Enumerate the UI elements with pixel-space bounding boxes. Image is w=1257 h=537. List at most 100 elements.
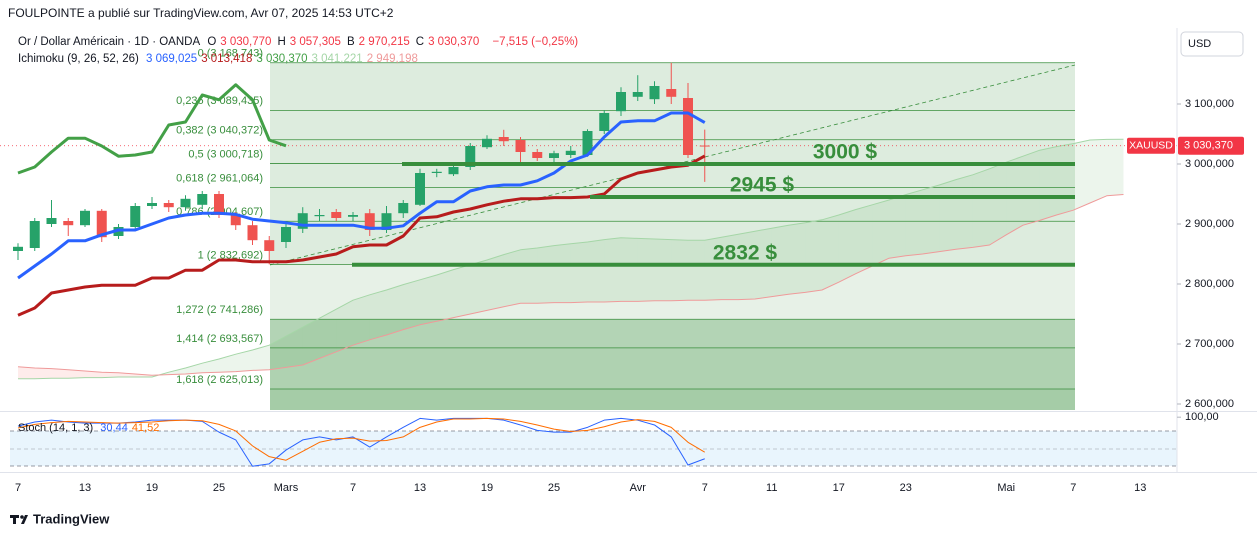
indicator-value: 3 041,221 [311,53,363,65]
candle-body [549,153,559,158]
cloud-fill [369,289,387,340]
x-tick-label: 7 [350,482,356,494]
candle-body [281,226,291,242]
candle-body [214,193,224,215]
candle-body [582,130,593,155]
fib-label: 0,618 (2 961,064) [176,172,263,184]
cloud-fill [972,168,990,248]
cloud-fill [889,194,906,259]
currency-label: USD [1188,38,1211,50]
fib-band [270,347,1075,389]
x-tick-label: Avr [630,482,647,494]
cloud-fill [487,254,504,311]
fib-label: 0,5 (3 000,718) [188,148,263,160]
cloud-fill [621,237,638,302]
candle-body [632,91,643,97]
cloud-fill [637,238,655,302]
cloud-fill [771,225,789,297]
candle-body [649,85,660,100]
price-tag-label: 3 030,370 [1184,140,1233,152]
candle-body [498,136,509,142]
fib-band [270,221,1075,265]
candle-body [448,166,459,175]
candle-body [331,211,342,218]
y-tick-label: 2 700,000 [1185,338,1234,350]
candle-body [415,172,425,205]
y-tick-label: 2 900,000 [1185,218,1234,230]
ohlc-value: 2 970,215 [358,36,410,48]
brand-logo [10,515,28,524]
cloud-fill [436,269,454,322]
cloud-fill [805,219,822,293]
cloud-fill [168,367,186,375]
ichimoku-line [17,111,706,280]
candle-body [130,205,141,227]
y-tick-label: 3 100,000 [1185,98,1234,110]
x-tick-label: 13 [1134,482,1146,494]
fib-label: 1,618 (2 625,013) [176,374,263,386]
stoch-band [10,431,1177,466]
indicator-value: 3 013,418 [201,53,253,65]
cloud-fill [939,179,956,252]
candle-body [163,202,174,208]
ohlc-value: 3 030,770 [220,36,272,48]
candle-body [482,138,492,148]
candle-body [264,240,275,251]
price-pane: 0 (3 168,743)0,236 (3 089,435)0,382 (3 0… [0,48,1177,410]
candle-body [381,213,392,230]
cloud-fill [604,237,621,302]
cloud-fill [34,367,52,379]
cloud-fill [721,234,739,300]
indicator-value: 2 949,198 [366,53,418,65]
x-tick-label: Mars [274,482,299,494]
stoch-legend: Stoch (14, 1, 3) 30,44 41,52 [18,421,167,435]
cloud-fill [554,243,571,303]
cloud-fill [989,162,1007,245]
cloud-fill [1106,139,1124,196]
cloud-fill [1090,139,1107,203]
x-tick-label: 17 [833,482,845,494]
stoch-value: 41,52 [131,422,160,434]
cloud-fill [1056,143,1074,215]
x-tick-label: 7 [15,482,21,494]
currency-button[interactable] [1180,31,1244,57]
cloud-fill [302,318,320,365]
candle-body [13,246,23,251]
cloud-fill [587,239,605,302]
cloud-fill [353,294,370,346]
level-label: 2945 $ [730,174,795,197]
candle-body [197,193,208,205]
cloud-fill [688,240,705,301]
stoch-line [17,417,706,461]
fib-label: 1,272 (2 741,286) [176,304,263,316]
candle-body [699,145,710,147]
ohlc-key: O [207,36,217,48]
candle-body [314,214,325,217]
fib-band [270,388,1075,410]
indicator-legend: Ichimoku (9, 26, 52, 26) 3 069,025 3 013,… [18,52,426,66]
fib-label: 1,414 (2 693,567) [176,333,263,345]
candle-body [532,151,543,158]
cloud-fill [420,274,437,325]
y-tick-label: 2 600,000 [1185,398,1234,410]
stoch-pane [10,417,1177,467]
x-tick-label: 25 [548,482,560,494]
candle-body [96,210,107,238]
candle-body [29,220,40,248]
stoch-values: 30,44 41,52 [100,422,163,434]
candle-body [666,88,677,97]
candle-body [247,225,258,241]
cloud-fill [956,174,973,250]
cloud-fill [788,222,806,295]
cloud-fill [319,309,337,359]
cloud-fill [336,300,353,352]
ohlc-value: 3 030,370 [428,36,480,48]
indicator-title: Ichimoku (9, 26, 52, 26) [18,53,139,65]
symbol-tag [1127,137,1175,154]
indicator-values: 3 069,025 3 013,418 3 030,370 3 041,221 2 94… [146,53,422,65]
ohlc-key: B [346,36,355,48]
